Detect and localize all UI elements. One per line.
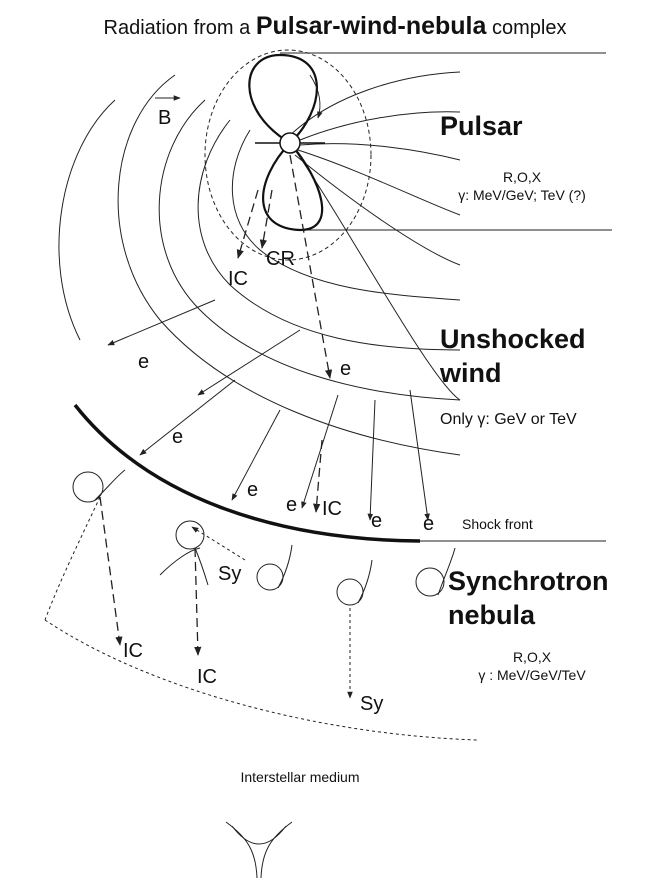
wind-name: wind: [439, 358, 502, 388]
rotation-arrow: [309, 74, 323, 119]
sy-label: Sy: [218, 563, 241, 585]
electron-label: e: [286, 494, 297, 516]
ic-label: IC: [322, 498, 342, 520]
b-field-label: B: [158, 107, 171, 129]
medium-label: Interstellar medium: [240, 769, 359, 785]
ic-arrow: [236, 189, 259, 259]
ic-arrow: [194, 547, 202, 656]
pulsar-star: [279, 132, 301, 154]
electron-label: e: [371, 510, 382, 532]
nebula-boundary: [44, 619, 479, 741]
shock-front: [73, 403, 421, 543]
gyration: [72, 469, 456, 606]
nebula-name: nebula: [448, 600, 536, 630]
sy-arrow: [191, 526, 246, 561]
dipole-loop: [248, 53, 318, 144]
wind-gamma: Only γ: GeV or TeV: [440, 411, 577, 428]
sy-label: Sy: [360, 693, 383, 715]
ic-label: IC: [228, 268, 248, 290]
wind-name: Unshocked: [440, 324, 586, 354]
field-lines: [58, 71, 461, 456]
ic-label: IC: [197, 666, 217, 688]
title-emphasis: Pulsar-wind-nebula: [256, 12, 488, 40]
nebula-gamma: γ : MeV/GeV/TeV: [478, 667, 586, 683]
electron-arrows: [107, 299, 430, 521]
ic-label: IC: [123, 640, 143, 662]
electron-label: e: [340, 358, 351, 380]
light-cylinder: [204, 49, 372, 261]
electron-label: e: [247, 479, 258, 501]
shock-label: Shock front: [462, 516, 533, 532]
title-suffix: complex: [492, 17, 566, 39]
nebula-bands: R,O,X: [513, 649, 552, 665]
electron-label: e: [172, 426, 183, 448]
electron-label: e: [423, 513, 434, 535]
dotted-line: [44, 496, 101, 621]
cr-label: CR: [266, 248, 295, 270]
e-arrow: [289, 154, 333, 379]
ic-arrow: [99, 496, 123, 646]
title-prefix: Radiation from a: [104, 17, 252, 39]
cr-arrow: [259, 189, 273, 249]
pulsar-bands: R,O,X: [503, 169, 542, 185]
dipole-loop: [262, 142, 324, 232]
title: Radiation from a Pulsar-wind-nebula comp…: [104, 12, 567, 40]
ic-arrow: [313, 439, 323, 513]
electron-label: e: [138, 351, 149, 373]
observer-eye: [225, 821, 293, 879]
nebula-name: Synchrotron: [448, 566, 609, 596]
pulsar-name: Pulsar: [440, 111, 523, 141]
pulsar-gamma: γ: MeV/GeV; TeV (?): [458, 187, 586, 203]
